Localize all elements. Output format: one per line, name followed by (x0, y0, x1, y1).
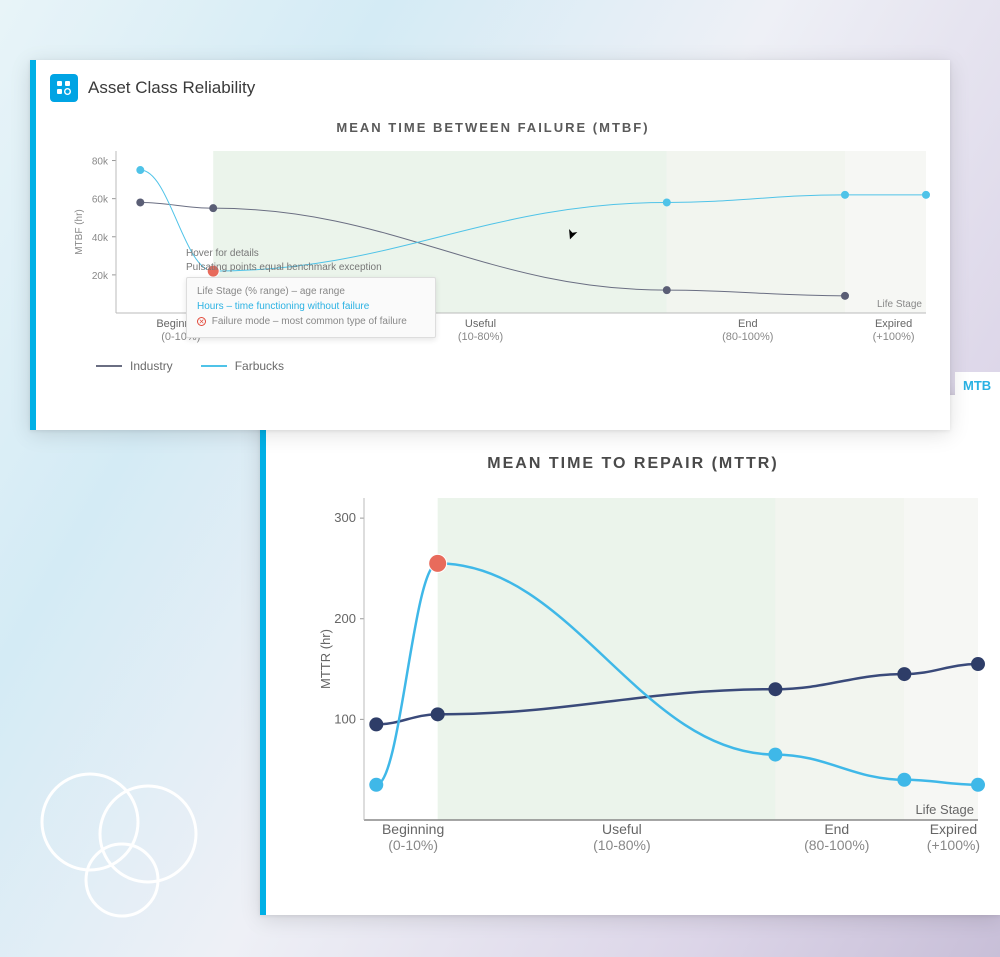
legend-item-farbucks[interactable]: Farbucks (201, 359, 284, 373)
svg-text:Life Stage: Life Stage (877, 299, 922, 310)
svg-text:300: 300 (334, 510, 356, 525)
tooltip-line3-text: Failure mode – most common type of failu… (212, 316, 407, 327)
svg-text:Beginning: Beginning (382, 821, 444, 837)
mtbf-chart-title: MEAN TIME BETWEEN FAILURE (MTBF) (36, 120, 950, 135)
svg-text:(80-100%): (80-100%) (804, 837, 869, 853)
svg-text:60k: 60k (92, 195, 109, 206)
svg-text:Expired: Expired (930, 821, 977, 837)
mttr-chart-area[interactable]: 100 200 300 MTTR (hr) Life Stage Beginning(0-… (286, 488, 980, 873)
svg-text:(+100%): (+100%) (873, 331, 915, 343)
card-header: Asset Class Reliability (36, 60, 950, 112)
svg-text:(10-80%): (10-80%) (593, 837, 651, 853)
svg-text:(10-80%): (10-80%) (458, 331, 503, 343)
svg-text:200: 200 (334, 611, 356, 626)
mtbf-chart-area[interactable]: 20k40k60k80kMTBF (hr)Life StageBeginning… (56, 143, 930, 353)
legend-swatch (96, 365, 122, 367)
legend-label: Industry (130, 359, 173, 373)
hover-hint: Hover for details Pulsating points equal… (186, 247, 382, 275)
legend-swatch (201, 365, 227, 367)
legend: Industry Farbucks (36, 353, 950, 383)
svg-text:80k: 80k (92, 157, 109, 168)
side-tag-mtb[interactable]: MTB (955, 372, 1000, 399)
mtbf-card: Asset Class Reliability MEAN TIME BETWEE… (30, 60, 950, 430)
chart-tooltip: Life Stage (% range) – age range Hours –… (186, 277, 436, 338)
venn-decoration-icon (30, 762, 230, 932)
svg-text:Life Stage: Life Stage (915, 802, 974, 817)
category-grid-icon[interactable] (50, 74, 78, 102)
legend-item-industry[interactable]: Industry (96, 359, 173, 373)
svg-text:(80-100%): (80-100%) (722, 331, 773, 343)
mttr-chart-title: MEAN TIME TO REPAIR (MTTR) (266, 455, 1000, 473)
svg-text:End: End (824, 821, 849, 837)
error-icon: ✕ (197, 317, 206, 326)
svg-text:Useful: Useful (602, 821, 642, 837)
svg-text:100: 100 (334, 711, 356, 726)
mttr-card: MEAN TIME TO REPAIR (MTTR) 100 200 300 MTTR… (260, 395, 1000, 915)
svg-text:Useful: Useful (465, 318, 496, 330)
tooltip-line3: ✕ Failure mode – most common type of fai… (197, 314, 425, 329)
mttr-chart-svg: 100 200 300 MTTR (hr) Life Stage Beginning(0-… (286, 488, 986, 868)
svg-text:End: End (738, 318, 758, 330)
card-title: Asset Class Reliability (88, 78, 255, 98)
svg-text:(0-10%): (0-10%) (388, 837, 438, 853)
svg-text:40k: 40k (92, 233, 109, 244)
svg-text:20k: 20k (92, 271, 109, 282)
svg-text:MTBF (hr): MTBF (hr) (74, 209, 85, 255)
hover-hint-line2: Pulsating points equal benchmark excepti… (186, 261, 382, 275)
tooltip-line1: Life Stage (% range) – age range (197, 284, 425, 299)
svg-text:(+100%): (+100%) (927, 837, 980, 853)
tooltip-line2: Hours – time functioning without failure (197, 299, 425, 314)
svg-text:Expired: Expired (875, 318, 912, 330)
svg-text:MTTR (hr): MTTR (hr) (318, 629, 333, 689)
hover-hint-line1: Hover for details (186, 247, 382, 261)
legend-label: Farbucks (235, 359, 284, 373)
